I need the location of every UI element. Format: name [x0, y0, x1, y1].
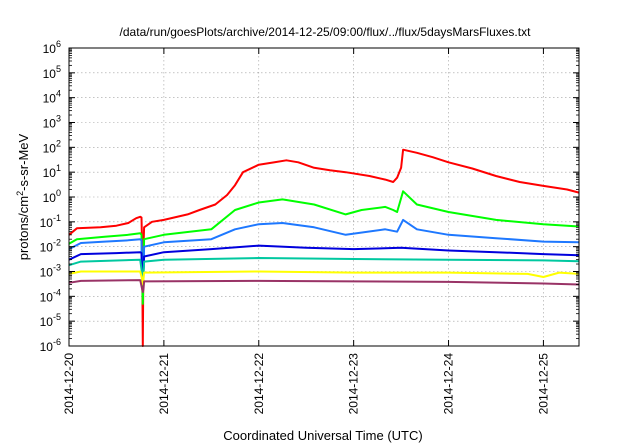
series-group — [68, 148, 580, 347]
x-tick-label: 2014-12-23 — [347, 353, 361, 415]
y-tick-label: 10-5 — [40, 312, 61, 329]
x-tick-label: 2014-12-22 — [252, 353, 266, 415]
y-tick-label: 10-6 — [40, 337, 61, 354]
y-tick-label: 10-4 — [40, 287, 61, 304]
y-tick-base: 10 — [43, 166, 57, 180]
y-tick-base: 10 — [43, 117, 57, 131]
y-axis: 10-610-510-410-310-210-11001011021031041… — [40, 39, 579, 354]
y-tick-exponent: -1 — [53, 213, 61, 223]
chart-title: /data/run/goesPlots/archive/2014-12-25/0… — [120, 25, 532, 39]
series-line-5 — [68, 257, 580, 286]
x-axis: 2014-12-20 2014-12-21 2014-12-22 2014-12-23… — [62, 48, 550, 414]
y-tick-exponent: -6 — [53, 337, 61, 347]
x-tick-label: 2014-12-20 — [62, 353, 76, 415]
y-tick-exponent: 6 — [56, 39, 61, 49]
y-tick-exponent: 3 — [56, 114, 61, 124]
y-tick-base: 10 — [43, 141, 57, 155]
x-tick-label: 2014-12-25 — [536, 353, 550, 415]
series-line-4 — [68, 244, 580, 283]
y-tick-base: 10 — [40, 241, 54, 255]
y-axis-label: protons/cm2-s-sr-MeV — [15, 133, 31, 260]
y-tick-base: 10 — [40, 290, 54, 304]
series-line-3 — [68, 218, 580, 280]
series-line-7 — [68, 279, 580, 293]
y-axis-label-main: protons/cm — [16, 196, 31, 260]
y-tick-label: 103 — [43, 114, 61, 131]
y-tick-exponent: -4 — [53, 287, 61, 297]
y-tick-base: 10 — [43, 191, 57, 205]
y-tick-base: 10 — [40, 340, 54, 354]
y-tick-exponent: -5 — [53, 312, 61, 322]
y-tick-label: 102 — [43, 138, 61, 155]
series-line-1 — [68, 148, 580, 347]
y-tick-label: 104 — [43, 89, 61, 106]
y-tick-label: 105 — [43, 64, 61, 81]
x-tick-label: 2014-12-21 — [157, 353, 171, 415]
y-tick-exponent: -2 — [53, 238, 61, 248]
y-tick-exponent: 4 — [56, 89, 61, 99]
series-line-6 — [68, 270, 580, 286]
y-tick-label: 100 — [43, 188, 61, 205]
grid — [68, 48, 579, 346]
y-tick-label: 106 — [43, 39, 61, 56]
x-tick-label: 2014-12-24 — [442, 353, 456, 415]
y-axis-label-tail: -s-sr-MeV — [16, 133, 31, 190]
y-tick-label: 10-1 — [40, 213, 61, 230]
y-tick-exponent: 0 — [56, 188, 61, 198]
y-tick-exponent: -3 — [53, 263, 61, 273]
y-tick-base: 10 — [40, 216, 54, 230]
y-tick-label: 10-2 — [40, 238, 61, 255]
series-line-2 — [68, 190, 580, 305]
y-tick-base: 10 — [40, 315, 54, 329]
y-axis-label-sup: 2 — [15, 191, 25, 196]
y-tick-base: 10 — [43, 92, 57, 106]
y-tick-base: 10 — [43, 67, 57, 81]
y-tick-label: 101 — [43, 163, 61, 180]
y-tick-label: 10-3 — [40, 263, 61, 280]
y-tick-base: 10 — [40, 266, 54, 280]
y-tick-exponent: 2 — [56, 138, 61, 148]
y-tick-base: 10 — [43, 42, 57, 56]
y-tick-exponent: 5 — [56, 64, 61, 74]
y-tick-exponent: 1 — [56, 163, 61, 173]
x-axis-label: Coordinated Universal Time (UTC) — [223, 428, 422, 443]
